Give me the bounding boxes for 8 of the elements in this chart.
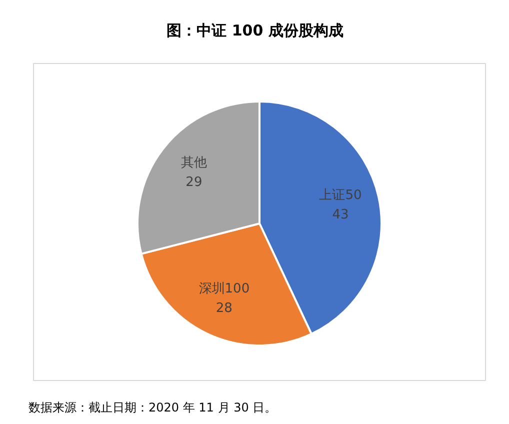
- data-label: 29: [186, 174, 202, 190]
- source-note: 数据来源：截止日期：2020 年 11 月 30 日。: [28, 400, 277, 414]
- slice-label: 其他: [180, 155, 207, 170]
- chart-title: 图：中证 100 成份股构成: [166, 22, 344, 40]
- slice-label: 上证50: [319, 188, 362, 204]
- data-label: 28: [216, 300, 232, 316]
- data-label: 43: [332, 208, 349, 223]
- slice-label: 深圳100: [198, 281, 250, 296]
